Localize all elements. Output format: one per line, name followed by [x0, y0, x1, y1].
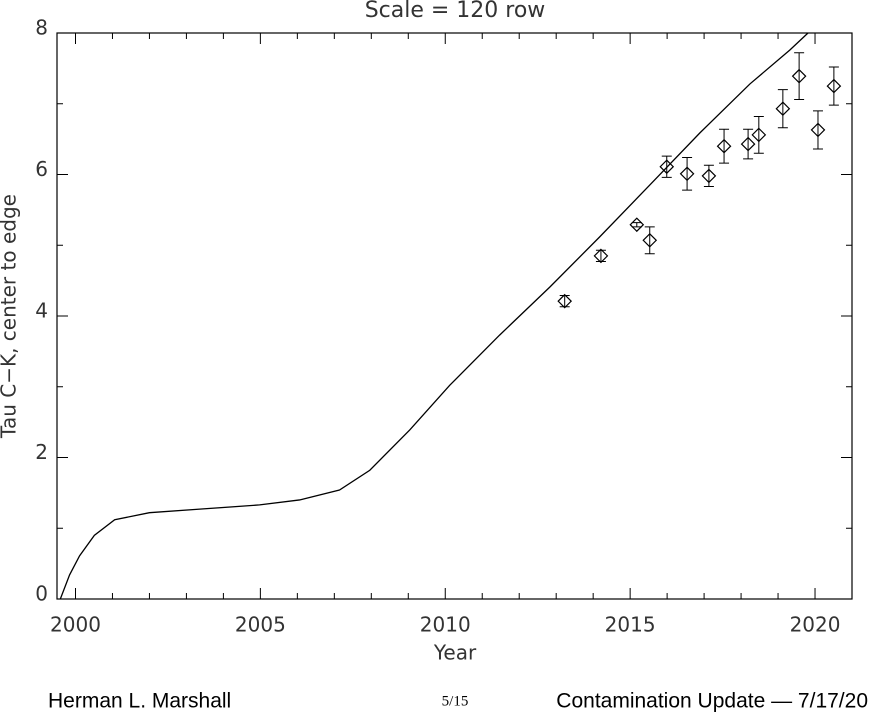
error-bar	[595, 249, 606, 263]
x-tick-label: 2010	[420, 613, 471, 637]
y-axis-label: Tau C−K, center to edge	[0, 194, 21, 439]
x-tick-label: 2015	[605, 613, 656, 637]
error-bar	[631, 222, 642, 228]
error-bar	[777, 89, 788, 129]
data-point	[716, 138, 732, 154]
y-tick-label: 6	[35, 157, 48, 181]
error-bar	[743, 128, 754, 160]
data-point	[810, 122, 826, 138]
x-tick-label: 2000	[50, 613, 101, 637]
x-axis-label: Year	[433, 641, 477, 665]
data-point	[642, 232, 658, 248]
error-bar	[703, 164, 714, 188]
y-tick-label: 0	[35, 582, 48, 606]
footer-author: Herman L. Marshall	[48, 690, 231, 713]
x-tick-label: 2020	[790, 613, 841, 637]
data-point	[791, 68, 807, 84]
data-point	[701, 168, 717, 184]
data-point	[826, 78, 842, 94]
error-bar	[559, 294, 570, 308]
data-point	[740, 136, 756, 152]
data-point	[593, 248, 609, 264]
error-bar	[794, 52, 805, 101]
footer-page: 5/15	[442, 693, 469, 709]
error-bar	[812, 110, 823, 150]
error-bar	[644, 226, 655, 255]
error-bar	[828, 66, 839, 106]
data-point	[629, 217, 645, 233]
y-tick-label: 2	[35, 440, 48, 464]
x-tick-label: 2005	[235, 613, 286, 637]
data-point	[557, 293, 573, 309]
footer-talk: Contamination Update — 7/17/20	[556, 690, 868, 713]
plot-frame	[56, 32, 853, 600]
error-bar	[719, 128, 730, 164]
y-tick-label: 8	[35, 16, 48, 40]
error-bar	[753, 115, 764, 154]
error-bar	[682, 157, 693, 191]
chart-title: Scale = 120 row	[365, 0, 546, 23]
y-tick-label: 4	[35, 299, 48, 323]
data-point	[679, 166, 695, 182]
data-point	[751, 127, 767, 143]
error-bar	[661, 155, 672, 178]
data-point	[659, 159, 675, 175]
data-point	[775, 101, 791, 117]
fit-line	[59, 32, 809, 600]
